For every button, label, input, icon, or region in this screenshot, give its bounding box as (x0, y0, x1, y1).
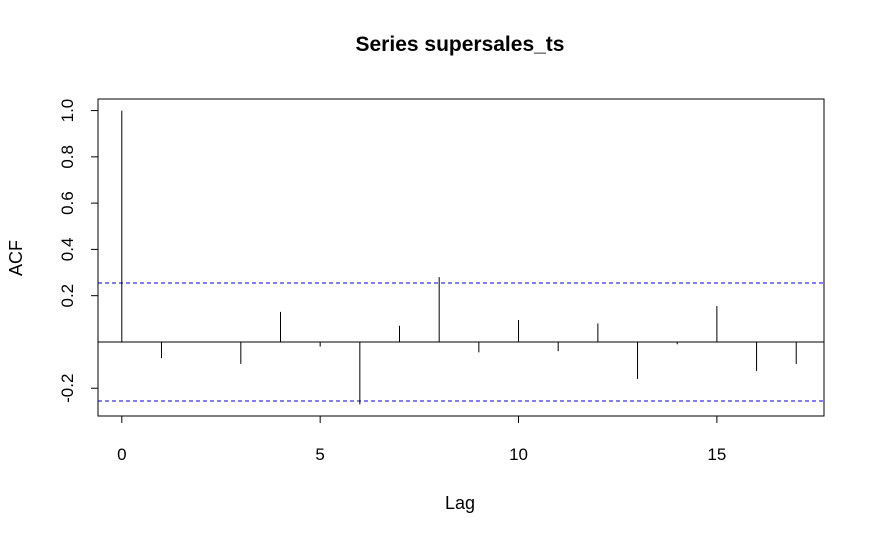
plot-area: 0 5 10 15 -0.2 0.2 0.4 0.6 0.8 1.0 (58, 99, 824, 464)
y-tick-label: -0.2 (58, 374, 77, 403)
chart-title: Series supersales_ts (356, 33, 565, 56)
y-axis-label: ACF (6, 240, 26, 276)
x-tick-label: 5 (315, 445, 324, 464)
x-tick-label: 10 (509, 445, 528, 464)
y-tick-label: 1.0 (58, 99, 77, 123)
x-axis-label: Lag (445, 493, 475, 513)
plot-frame (97, 98, 825, 417)
y-tick-label: 0.4 (58, 238, 77, 262)
y-tick-label: 0.2 (58, 284, 77, 308)
y-tick-label: 0.8 (58, 145, 77, 169)
y-tick-label: 0.6 (58, 191, 77, 215)
x-tick-label: 0 (117, 445, 126, 464)
x-tick-label: 15 (707, 445, 726, 464)
